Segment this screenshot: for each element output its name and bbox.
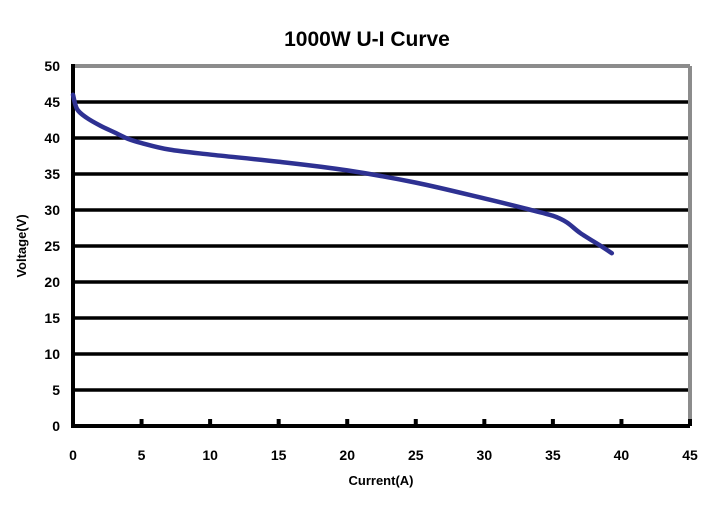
x-tick-label: 40 <box>614 447 630 463</box>
y-tick-label: 25 <box>44 238 60 254</box>
x-tick-label: 5 <box>138 447 146 463</box>
x-tick-label: 30 <box>477 447 493 463</box>
y-tick-label: 35 <box>44 166 60 182</box>
y-tick-label: 20 <box>44 274 60 290</box>
y-tick-label: 10 <box>44 346 60 362</box>
x-tick-label: 45 <box>682 447 698 463</box>
x-tick-label: 0 <box>69 447 77 463</box>
x-tick-label: 10 <box>202 447 218 463</box>
x-tick-label: 25 <box>408 447 424 463</box>
x-axis-label: Current(A) <box>349 473 414 488</box>
y-tick-label: 0 <box>52 418 60 434</box>
chart-title: 1000W U-I Curve <box>284 28 450 51</box>
y-tick-label: 5 <box>52 382 60 398</box>
y-tick-label: 15 <box>44 310 60 326</box>
y-tick-label: 30 <box>44 202 60 218</box>
x-tick-label: 35 <box>545 447 561 463</box>
y-tick-label: 50 <box>44 58 60 74</box>
x-tick-label: 15 <box>271 447 287 463</box>
y-tick-label: 40 <box>44 130 60 146</box>
y-tick-label: 45 <box>44 94 60 110</box>
y-axis-label: Voltage(V) <box>14 214 29 277</box>
x-tick-label: 20 <box>339 447 355 463</box>
series-line-0 <box>70 92 615 256</box>
